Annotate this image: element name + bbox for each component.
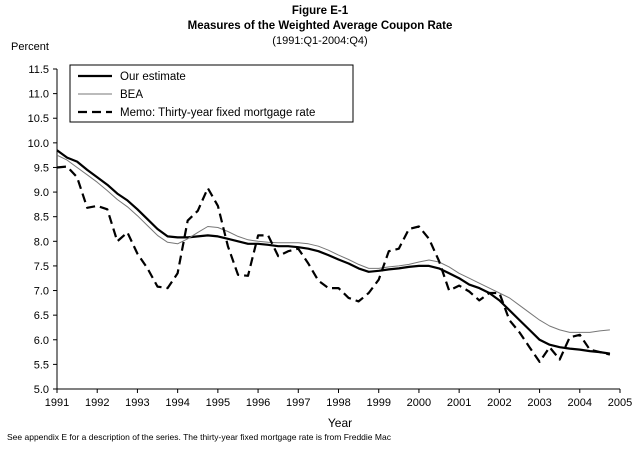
x-tick-label: 1993 (125, 397, 149, 409)
legend-label-2: BEA (120, 89, 143, 101)
x-tick-label: 1991 (45, 397, 69, 409)
x-axis-label: Year (327, 416, 353, 430)
x-tick-label: 2002 (487, 397, 511, 409)
y-tick-label: 8.5 (34, 212, 49, 224)
figure-number: Figure E-1 (291, 5, 349, 17)
x-tick-label: 1995 (206, 397, 230, 409)
y-tick-label: 8.0 (34, 236, 49, 248)
x-tick-label: 1994 (165, 397, 189, 409)
y-tick-label: 6.5 (34, 310, 49, 322)
series-line-2 (56, 154, 610, 333)
legend-label-3: Memo: Thirty-year fixed mortgage rate (120, 107, 315, 119)
y-tick-label: 5.0 (34, 384, 49, 396)
x-tick-label: 2001 (447, 397, 471, 409)
y-tick-label: 5.5 (34, 359, 49, 371)
y-tick-label: 11.5 (28, 64, 49, 76)
y-tick-label: 10.0 (28, 138, 49, 150)
x-tick-label: 1996 (246, 397, 270, 409)
y-tick-label: 11.0 (28, 89, 49, 101)
y-tick-label: 7.0 (34, 286, 49, 298)
legend-label-1: Our estimate (120, 71, 186, 83)
legend-box (69, 64, 354, 123)
y-tick-label: 9.5 (34, 162, 49, 174)
x-tick-label: 1992 (85, 397, 109, 409)
x-tick-label: 2005 (608, 397, 632, 409)
x-tick-label: 1999 (366, 397, 390, 409)
x-tick-label: 1997 (286, 397, 310, 409)
chart-title: Measures of the Weighted Average Coupon … (187, 20, 453, 32)
chart-subtitle: (1991:Q1-2004:Q4) (272, 35, 368, 47)
y-tick-label: 9.0 (34, 187, 49, 199)
x-tick-label: 2003 (527, 397, 551, 409)
y-tick-label: 10.5 (28, 113, 49, 125)
x-tick-label: 2000 (407, 397, 431, 409)
y-tick-label: 6.0 (34, 335, 49, 347)
footnote: See appendix E for a description of the … (7, 432, 391, 442)
x-tick-label: 2004 (568, 397, 592, 409)
series-line-3 (56, 165, 611, 363)
y-tick-label: 7.5 (34, 261, 49, 273)
series-line-1 (56, 149, 611, 355)
y-axis-label: Percent (11, 41, 49, 53)
x-tick-label: 1998 (326, 397, 350, 409)
